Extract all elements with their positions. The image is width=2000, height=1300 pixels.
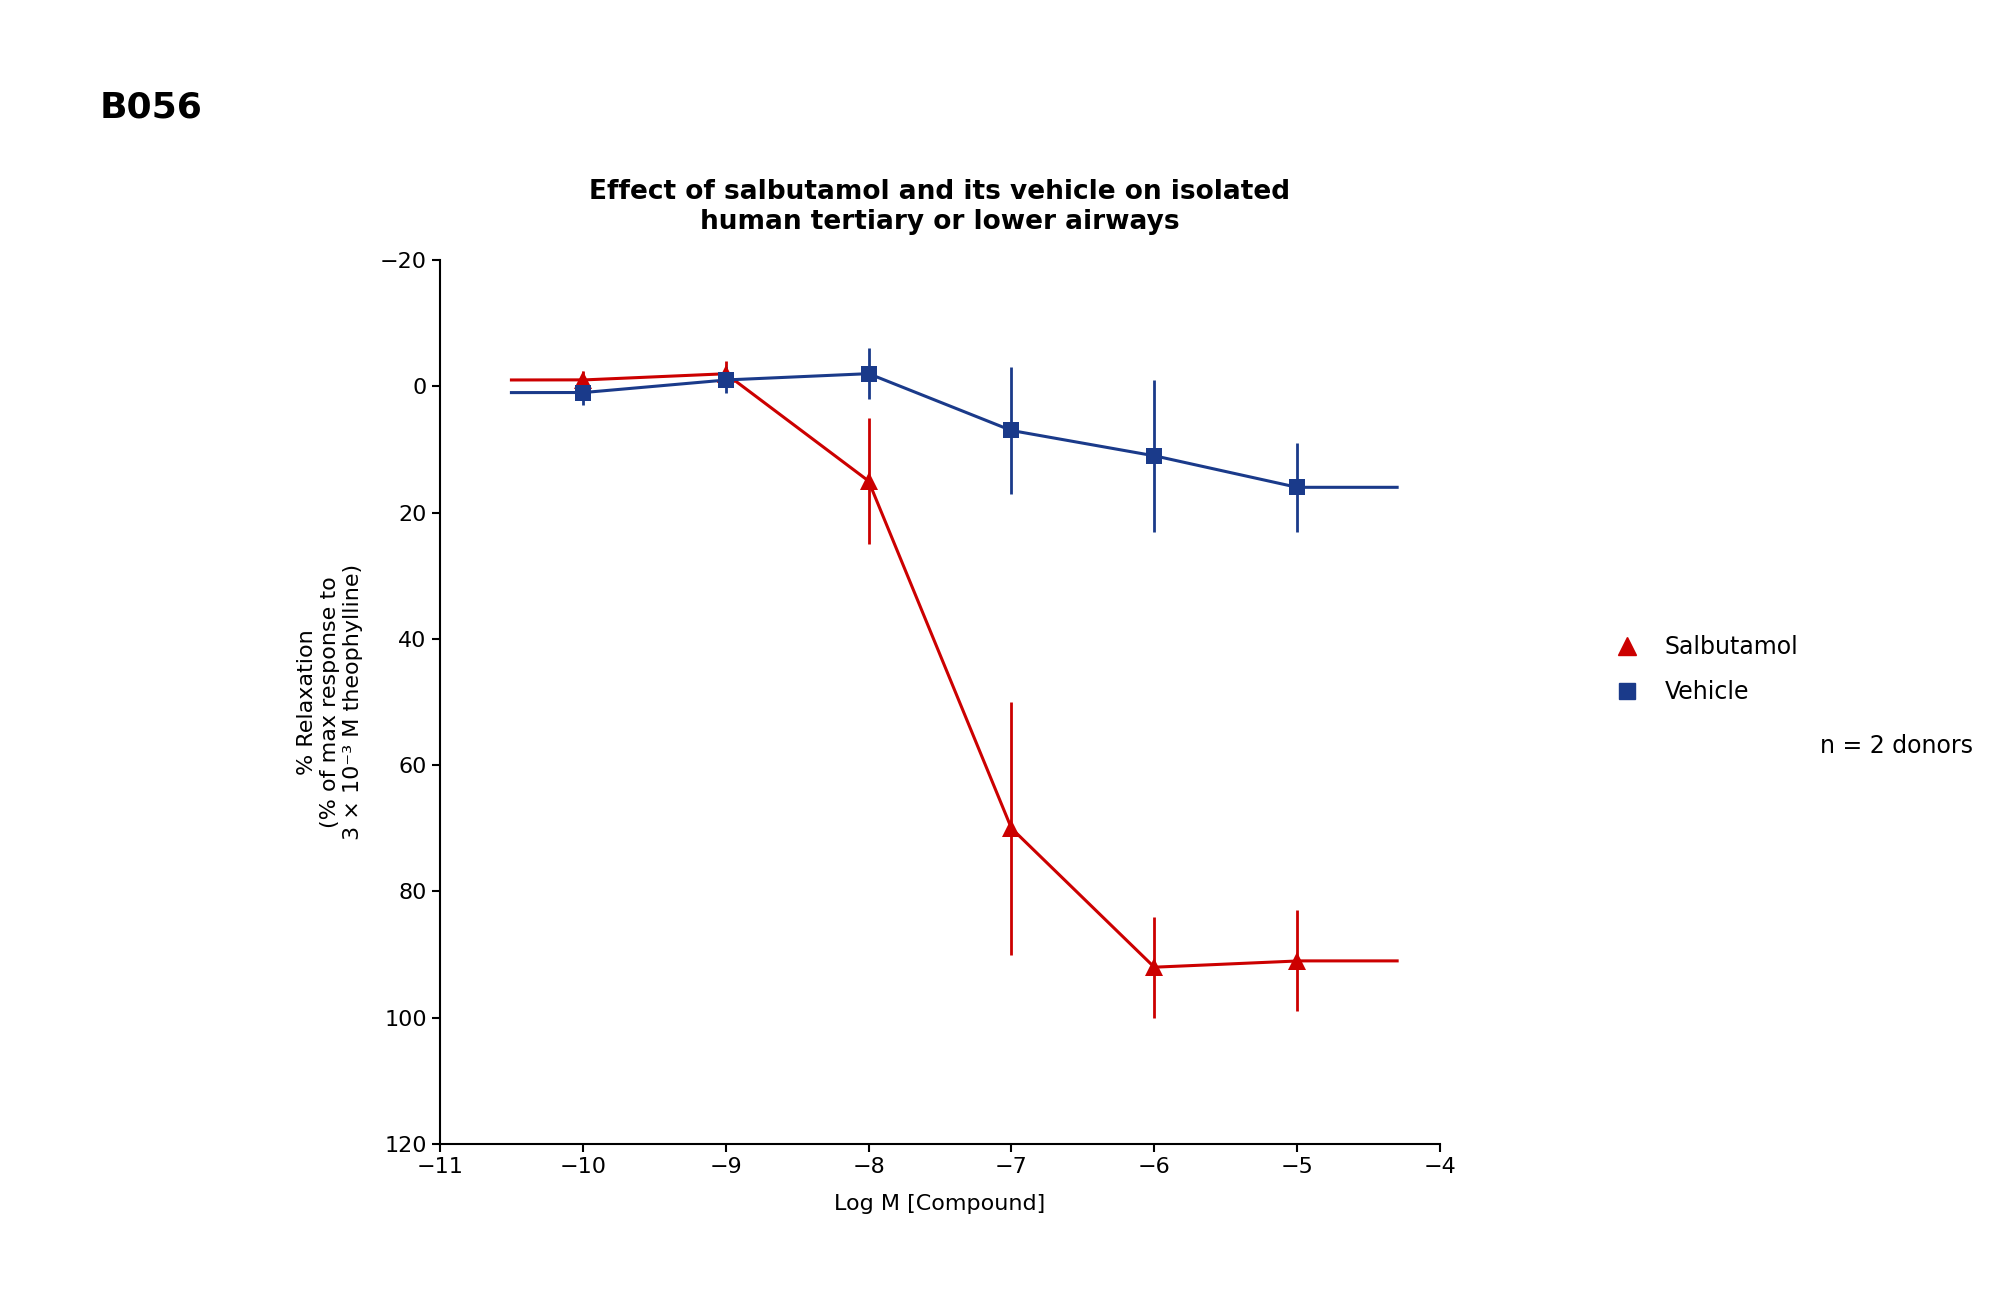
Text: n = 2 donors: n = 2 donors (1820, 734, 1972, 758)
X-axis label: Log M [Compound]: Log M [Compound] (834, 1193, 1046, 1214)
Title: Effect of salbutamol and its vehicle on isolated
human tertiary or lower airways: Effect of salbutamol and its vehicle on … (590, 179, 1290, 235)
Y-axis label: % Relaxation
(% of max response to
3 × 10⁻³ M theophylline): % Relaxation (% of max response to 3 × 1… (296, 564, 364, 840)
Legend: Salbutamol, Vehicle: Salbutamol, Vehicle (1594, 625, 1808, 714)
Text: B056: B056 (100, 91, 202, 125)
